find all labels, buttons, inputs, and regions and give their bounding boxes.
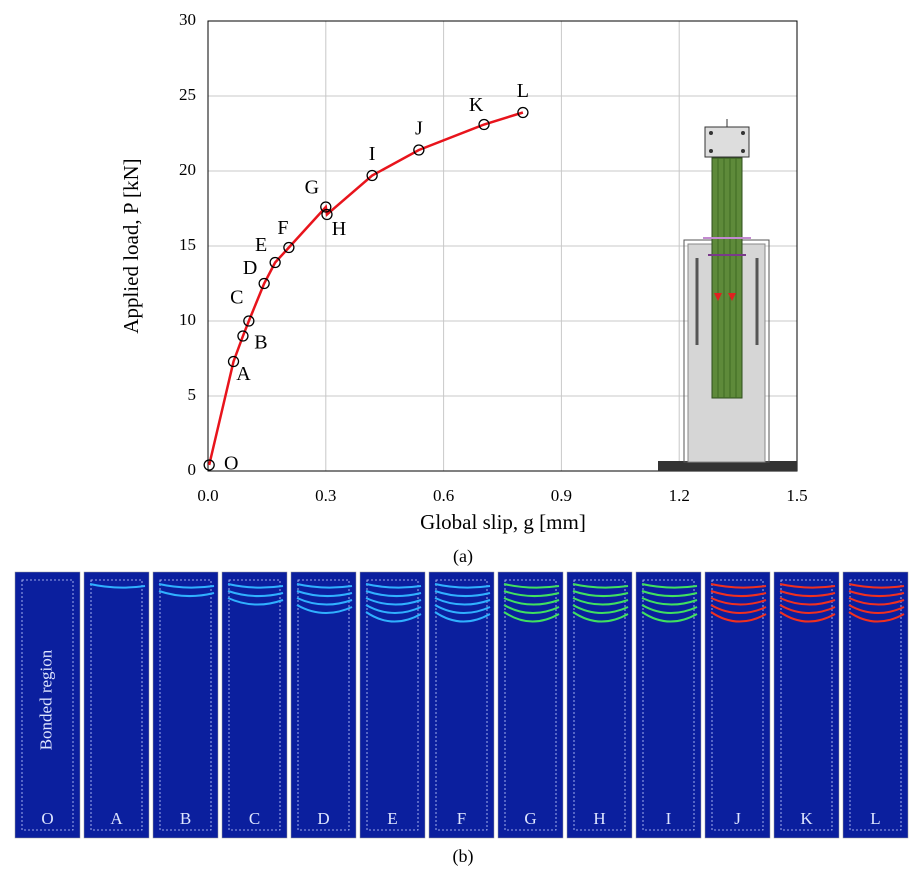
contour-panel: A	[84, 572, 149, 838]
panel-bg	[153, 572, 218, 838]
contour-panel: C	[222, 572, 287, 838]
panel-label: K	[800, 809, 813, 828]
panel-bg	[843, 572, 908, 838]
x-tick-label: 0.3	[315, 486, 336, 505]
panel-label: L	[870, 809, 880, 828]
panel-bg	[498, 572, 563, 838]
y-tick-label: 5	[188, 385, 197, 404]
y-tick-label: 0	[188, 460, 197, 479]
point-label: I	[369, 143, 376, 165]
panel-label: J	[734, 809, 741, 828]
contour-panel: D	[291, 572, 356, 838]
panel-bg	[291, 572, 356, 838]
point-label: C	[230, 287, 243, 309]
panel-label: G	[524, 809, 536, 828]
y-tick-label: 30	[179, 10, 196, 29]
contour-panel: K	[774, 572, 839, 838]
panel-bg	[84, 572, 149, 838]
region-label: Bonded region	[36, 649, 55, 750]
panel-label: C	[249, 809, 260, 828]
panel-label: E	[387, 809, 397, 828]
caption-a: (a)	[453, 546, 473, 567]
panel-label: A	[110, 809, 123, 828]
x-axis-title: Global slip, g [mm]	[420, 510, 586, 534]
y-tick-label: 25	[179, 85, 196, 104]
y-tick-label: 15	[179, 235, 196, 254]
contour-panel: J	[705, 572, 770, 838]
point-label: A	[236, 363, 251, 385]
x-tick-label: 0.0	[197, 486, 218, 505]
point-label: E	[255, 234, 267, 256]
x-tick-label: 1.5	[786, 486, 807, 505]
point-label: O	[224, 453, 238, 475]
panel-bg	[636, 572, 701, 838]
panel-label: F	[457, 809, 466, 828]
panel-bg	[360, 572, 425, 838]
contour-panel: G	[498, 572, 563, 838]
point-label: F	[277, 217, 288, 239]
panel-label: H	[593, 809, 605, 828]
point-label: K	[469, 94, 484, 116]
contour-panel: L	[843, 572, 908, 838]
panel-bg	[705, 572, 770, 838]
x-tick-label: 0.9	[551, 486, 572, 505]
panel-label: B	[180, 809, 191, 828]
caption-b: (b)	[453, 846, 474, 867]
point-label: D	[243, 257, 257, 279]
contour-panel: B	[153, 572, 218, 838]
x-tick-label: 0.6	[433, 486, 454, 505]
panel-bg	[222, 572, 287, 838]
y-tick-label: 10	[179, 310, 196, 329]
contour-panel: I	[636, 572, 701, 838]
point-label: G	[305, 177, 319, 199]
point-label: B	[254, 332, 267, 354]
contour-panel: E	[360, 572, 425, 838]
panel-label: D	[317, 809, 329, 828]
figure: Global slip, g [mm] Applied load, P [kN]…	[0, 0, 913, 872]
panel-bg	[567, 572, 632, 838]
x-tick-label: 1.2	[669, 486, 690, 505]
panel-bg	[774, 572, 839, 838]
load-slip-curve	[209, 113, 523, 466]
point-label: J	[415, 118, 423, 140]
point-label: H	[332, 218, 346, 240]
panel-label: O	[41, 809, 53, 828]
y-tick-label: 20	[179, 160, 196, 179]
point-label: L	[517, 80, 529, 102]
y-axis-title: Applied load, P [kN]	[119, 158, 143, 333]
panel-label: I	[666, 809, 672, 828]
panel-bg	[429, 572, 494, 838]
contour-panel: H	[567, 572, 632, 838]
contour-panel: F	[429, 572, 494, 838]
